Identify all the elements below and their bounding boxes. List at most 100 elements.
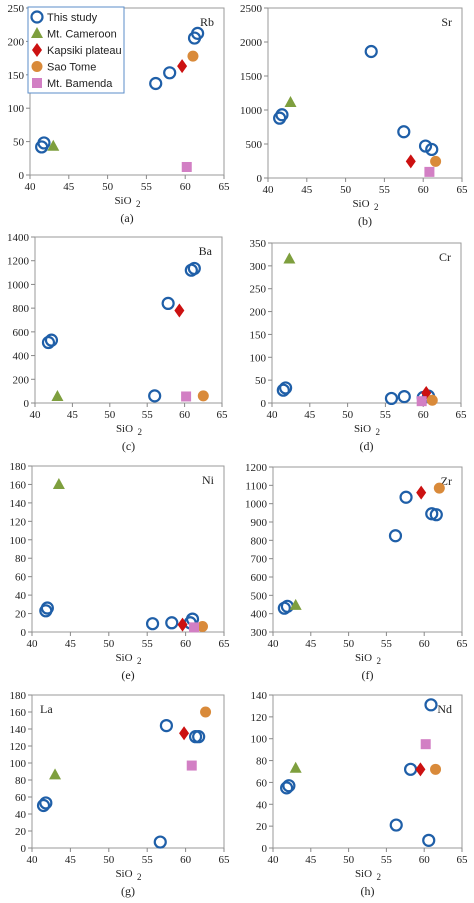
y-tick-label: 400	[13, 351, 30, 363]
data-point-this-study	[279, 381, 293, 395]
y-tick-label: 1000	[240, 105, 263, 117]
panel-h-nd: 40 45 50 55 60 65 0 20 40 60 80 100 120 140 SiO 2(h) Nd	[251, 690, 469, 898]
x-axis-label-subscript: 2	[138, 427, 143, 437]
legend-label-mt-cameroon: Mt. Cameroon	[47, 29, 117, 41]
data-point-mt-cameroon	[289, 598, 302, 610]
x-tick-label: 55	[380, 409, 392, 421]
data-point-mt-cameroon	[49, 768, 62, 780]
data-point-this-study	[280, 781, 294, 795]
data-point-this-study	[36, 798, 51, 813]
y-tick-label: 250	[8, 3, 25, 15]
y-tick-label: 200	[250, 307, 267, 319]
x-tick-label: 55	[381, 854, 393, 866]
plot-frame	[272, 694, 463, 849]
x-axis-label-subscript: 2	[374, 202, 379, 212]
data-point-mt-bamenda	[181, 161, 192, 172]
y-tick-label: 120	[10, 741, 27, 753]
x-tick-label: 45	[63, 181, 75, 193]
data-point-this-study	[37, 136, 51, 150]
x-tick-label: 65	[457, 638, 469, 650]
y-tick-label: 100	[8, 103, 25, 115]
data-point-this-study	[41, 335, 56, 350]
x-axis-label: SiO	[115, 652, 132, 664]
x-tick-label: 55	[381, 638, 393, 650]
y-tick-label: 600	[13, 327, 30, 339]
x-axis-label-subscript: 2	[377, 656, 382, 666]
y-tick-label: 60	[15, 792, 27, 804]
x-tick-label: 50	[104, 409, 116, 421]
data-point-this-study	[429, 508, 443, 522]
y-tick-label: 160	[10, 707, 27, 719]
panel-f-zr: 40 45 50 55 60 65 300 400 500 600 700 800 900 1000 110…	[245, 462, 468, 682]
y-tick-label: 1200	[7, 256, 30, 268]
data-point-this-study	[161, 296, 175, 310]
y-tick-label: 100	[10, 535, 27, 547]
data-point-sao-tome	[187, 50, 199, 62]
data-point-this-study	[388, 529, 403, 543]
y-tick-label: 120	[10, 516, 27, 528]
y-tick-label: 1100	[245, 480, 267, 492]
y-tick-label: 1500	[240, 71, 263, 83]
data-point-this-study	[422, 833, 436, 847]
data-point-kapsiki-plateau	[416, 485, 427, 500]
x-tick-label: 60	[419, 638, 431, 650]
y-tick-label: 0	[24, 398, 30, 410]
x-axis-label-subscript: 2	[376, 427, 381, 437]
y-tick-label: 0	[19, 170, 25, 182]
y-tick-label: 100	[10, 758, 27, 770]
y-tick-label: 800	[251, 535, 268, 547]
data-point-this-study	[191, 26, 205, 40]
x-tick-label: 60	[418, 409, 430, 421]
panel-label: (d)	[360, 439, 374, 453]
legend-label-mt-bamenda: Mt. Bamenda	[47, 78, 113, 90]
data-point-sao-tome	[426, 394, 438, 406]
x-tick-label: 65	[217, 409, 229, 421]
y-tick-label: 0	[262, 843, 268, 855]
y-tick-label: 0	[257, 173, 263, 185]
x-axis-label: SiO	[354, 423, 371, 435]
plot-frame	[271, 242, 462, 404]
data-point-mt-bamenda	[189, 622, 200, 633]
element-label: Cr	[439, 250, 451, 264]
x-axis-label: SiO	[352, 198, 369, 210]
y-tick-label: 900	[251, 517, 268, 529]
y-tick-label: 200	[13, 374, 30, 386]
y-tick-label: 600	[251, 572, 268, 584]
data-point-this-study	[399, 490, 413, 504]
x-tick-label: 55	[142, 409, 154, 421]
y-tick-label: 80	[256, 756, 268, 768]
element-label: Ba	[199, 244, 213, 258]
data-point-this-study	[389, 818, 403, 832]
y-tick-label: 150	[8, 70, 25, 82]
y-tick-label: 250	[250, 284, 267, 296]
x-axis-label: SiO	[114, 195, 131, 207]
data-point-sao-tome	[430, 155, 442, 167]
x-axis-label: SiO	[116, 423, 133, 435]
x-tick-label: 65	[456, 409, 468, 421]
y-tick-label: 0	[21, 627, 27, 639]
x-tick-label: 45	[301, 184, 313, 196]
x-tick-label: 45	[304, 409, 316, 421]
data-point-this-study	[275, 108, 289, 122]
element-label: Ni	[202, 473, 215, 487]
y-tick-label: 140	[10, 498, 27, 510]
legend-box	[27, 6, 125, 94]
data-point-sao-tome	[197, 390, 209, 402]
y-tick-label: 500	[251, 590, 268, 602]
element-label: Zr	[441, 474, 452, 488]
y-tick-label: 400	[251, 609, 268, 621]
x-tick-label: 50	[103, 638, 115, 650]
x-axis-label: SiO	[355, 868, 372, 880]
plot-frame	[31, 465, 225, 633]
y-tick-label: 300	[250, 261, 267, 273]
plot-frame	[34, 236, 223, 404]
data-point-this-study	[148, 389, 162, 403]
panel-label: (b)	[358, 214, 372, 228]
panel-label: (f)	[362, 668, 374, 682]
legend-label-kapsiki-plateau: Kapsiki plateau	[47, 45, 122, 57]
data-point-this-study	[384, 391, 399, 406]
y-tick-label: 40	[15, 590, 27, 602]
x-axis-label: SiO	[115, 868, 132, 880]
data-point-kapsiki-plateau	[405, 154, 416, 169]
element-label: Nd	[437, 702, 452, 716]
